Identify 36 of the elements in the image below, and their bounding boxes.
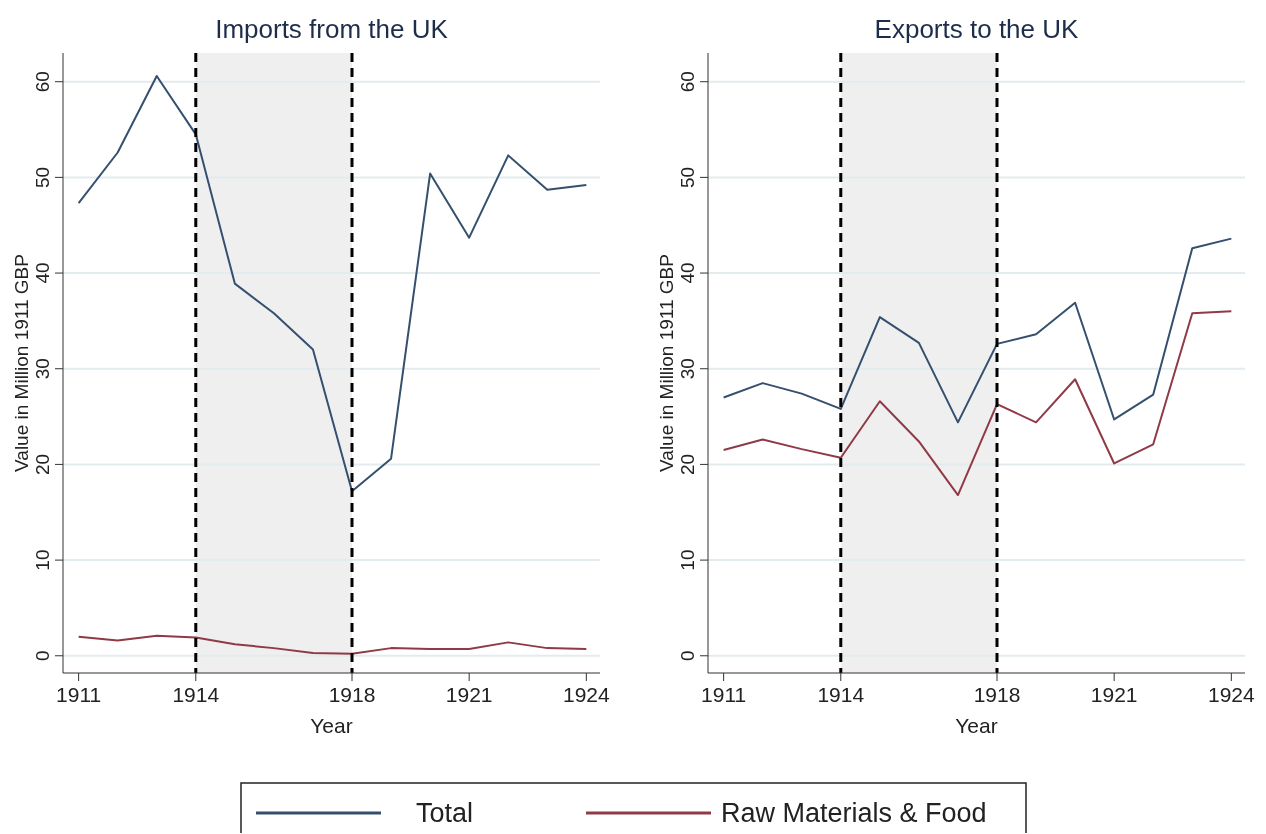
chart-title: Imports from the UK: [215, 14, 449, 44]
x-tick-label: 1911: [56, 683, 102, 706]
y-tick-label: 60: [32, 71, 53, 93]
line-series: [77, 634, 588, 655]
legend-label: Total: [416, 798, 474, 828]
chart-title: Exports to the UK: [874, 14, 1080, 44]
y-tick-label: 50: [677, 166, 698, 188]
y-axis-title: Value in Million 1911 GBP: [656, 254, 677, 472]
y-tick-label: 0: [32, 650, 53, 662]
x-tick-label: 1918: [328, 683, 376, 706]
line-series: [722, 310, 1233, 497]
x-axis-title: Year: [955, 714, 998, 737]
line-series: [722, 237, 1233, 424]
legend-label: Raw Materials & Food: [721, 798, 987, 828]
x-tick-label: 1914: [172, 683, 220, 706]
y-tick-label: 30: [32, 358, 53, 380]
x-tick-label: 1921: [445, 683, 493, 706]
y-tick-label: 40: [677, 262, 698, 284]
x-tick-label: 1918: [973, 683, 1021, 706]
x-tick-label: 1921: [1090, 683, 1138, 706]
x-tick-label: 1924: [1207, 683, 1256, 706]
y-tick-label: 0: [677, 650, 698, 662]
y-tick-label: 10: [32, 549, 53, 571]
y-tick-label: 10: [677, 549, 698, 571]
y-tick-label: 20: [32, 453, 53, 475]
y-tick-label: 30: [677, 358, 698, 380]
y-axis-title: Value in Million 1911 GBP: [11, 254, 32, 472]
y-tick-label: 40: [32, 262, 53, 284]
x-axis-title: Year: [310, 714, 353, 737]
x-tick-label: 1924: [562, 683, 611, 706]
line-series: [77, 74, 588, 493]
y-tick-label: 50: [32, 166, 53, 188]
x-tick-label: 1911: [701, 683, 747, 706]
y-tick-label: 20: [677, 453, 698, 475]
y-tick-label: 60: [677, 71, 698, 93]
x-tick-label: 1914: [817, 683, 865, 706]
